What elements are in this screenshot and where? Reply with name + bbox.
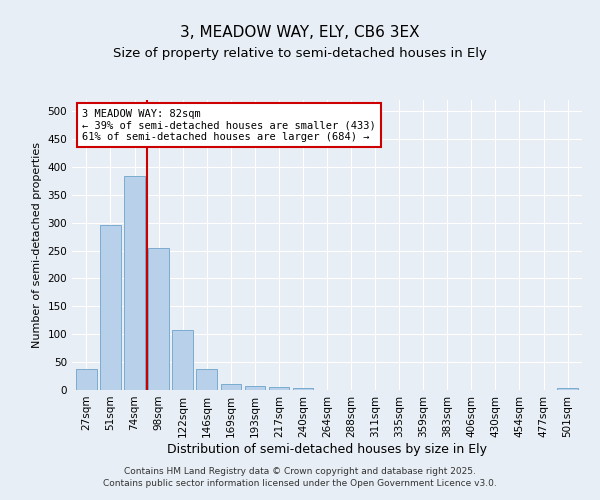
- Bar: [100, 226, 121, 390]
- Text: Contains HM Land Registry data © Crown copyright and database right 2025.
Contai: Contains HM Land Registry data © Crown c…: [103, 466, 497, 487]
- Bar: [172, 330, 193, 390]
- Bar: [269, 387, 289, 390]
- X-axis label: Distribution of semi-detached houses by size in Ely: Distribution of semi-detached houses by …: [167, 442, 487, 456]
- Text: 3 MEADOW WAY: 82sqm
← 39% of semi-detached houses are smaller (433)
61% of semi-: 3 MEADOW WAY: 82sqm ← 39% of semi-detach…: [82, 108, 376, 142]
- Bar: [148, 248, 169, 390]
- Text: Size of property relative to semi-detached houses in Ely: Size of property relative to semi-detach…: [113, 48, 487, 60]
- Bar: [124, 176, 145, 390]
- Bar: [221, 384, 241, 390]
- Bar: [196, 370, 217, 390]
- Text: 3, MEADOW WAY, ELY, CB6 3EX: 3, MEADOW WAY, ELY, CB6 3EX: [180, 25, 420, 40]
- Bar: [557, 388, 578, 390]
- Bar: [293, 388, 313, 390]
- Y-axis label: Number of semi-detached properties: Number of semi-detached properties: [32, 142, 42, 348]
- Bar: [76, 370, 97, 390]
- Bar: [245, 386, 265, 390]
